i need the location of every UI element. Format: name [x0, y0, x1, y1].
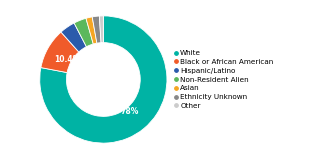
Text: 10.4%: 10.4%: [54, 55, 80, 64]
Wedge shape: [86, 17, 97, 44]
Wedge shape: [92, 16, 101, 43]
Wedge shape: [41, 32, 79, 73]
Wedge shape: [61, 23, 86, 52]
Text: 78%: 78%: [121, 107, 139, 116]
Wedge shape: [40, 16, 167, 143]
Legend: White, Black or African American, Hispanic/Latino, Non-Resident Alien, Asian, Et: White, Black or African American, Hispan…: [174, 50, 273, 109]
Wedge shape: [99, 16, 103, 43]
Wedge shape: [74, 18, 93, 47]
